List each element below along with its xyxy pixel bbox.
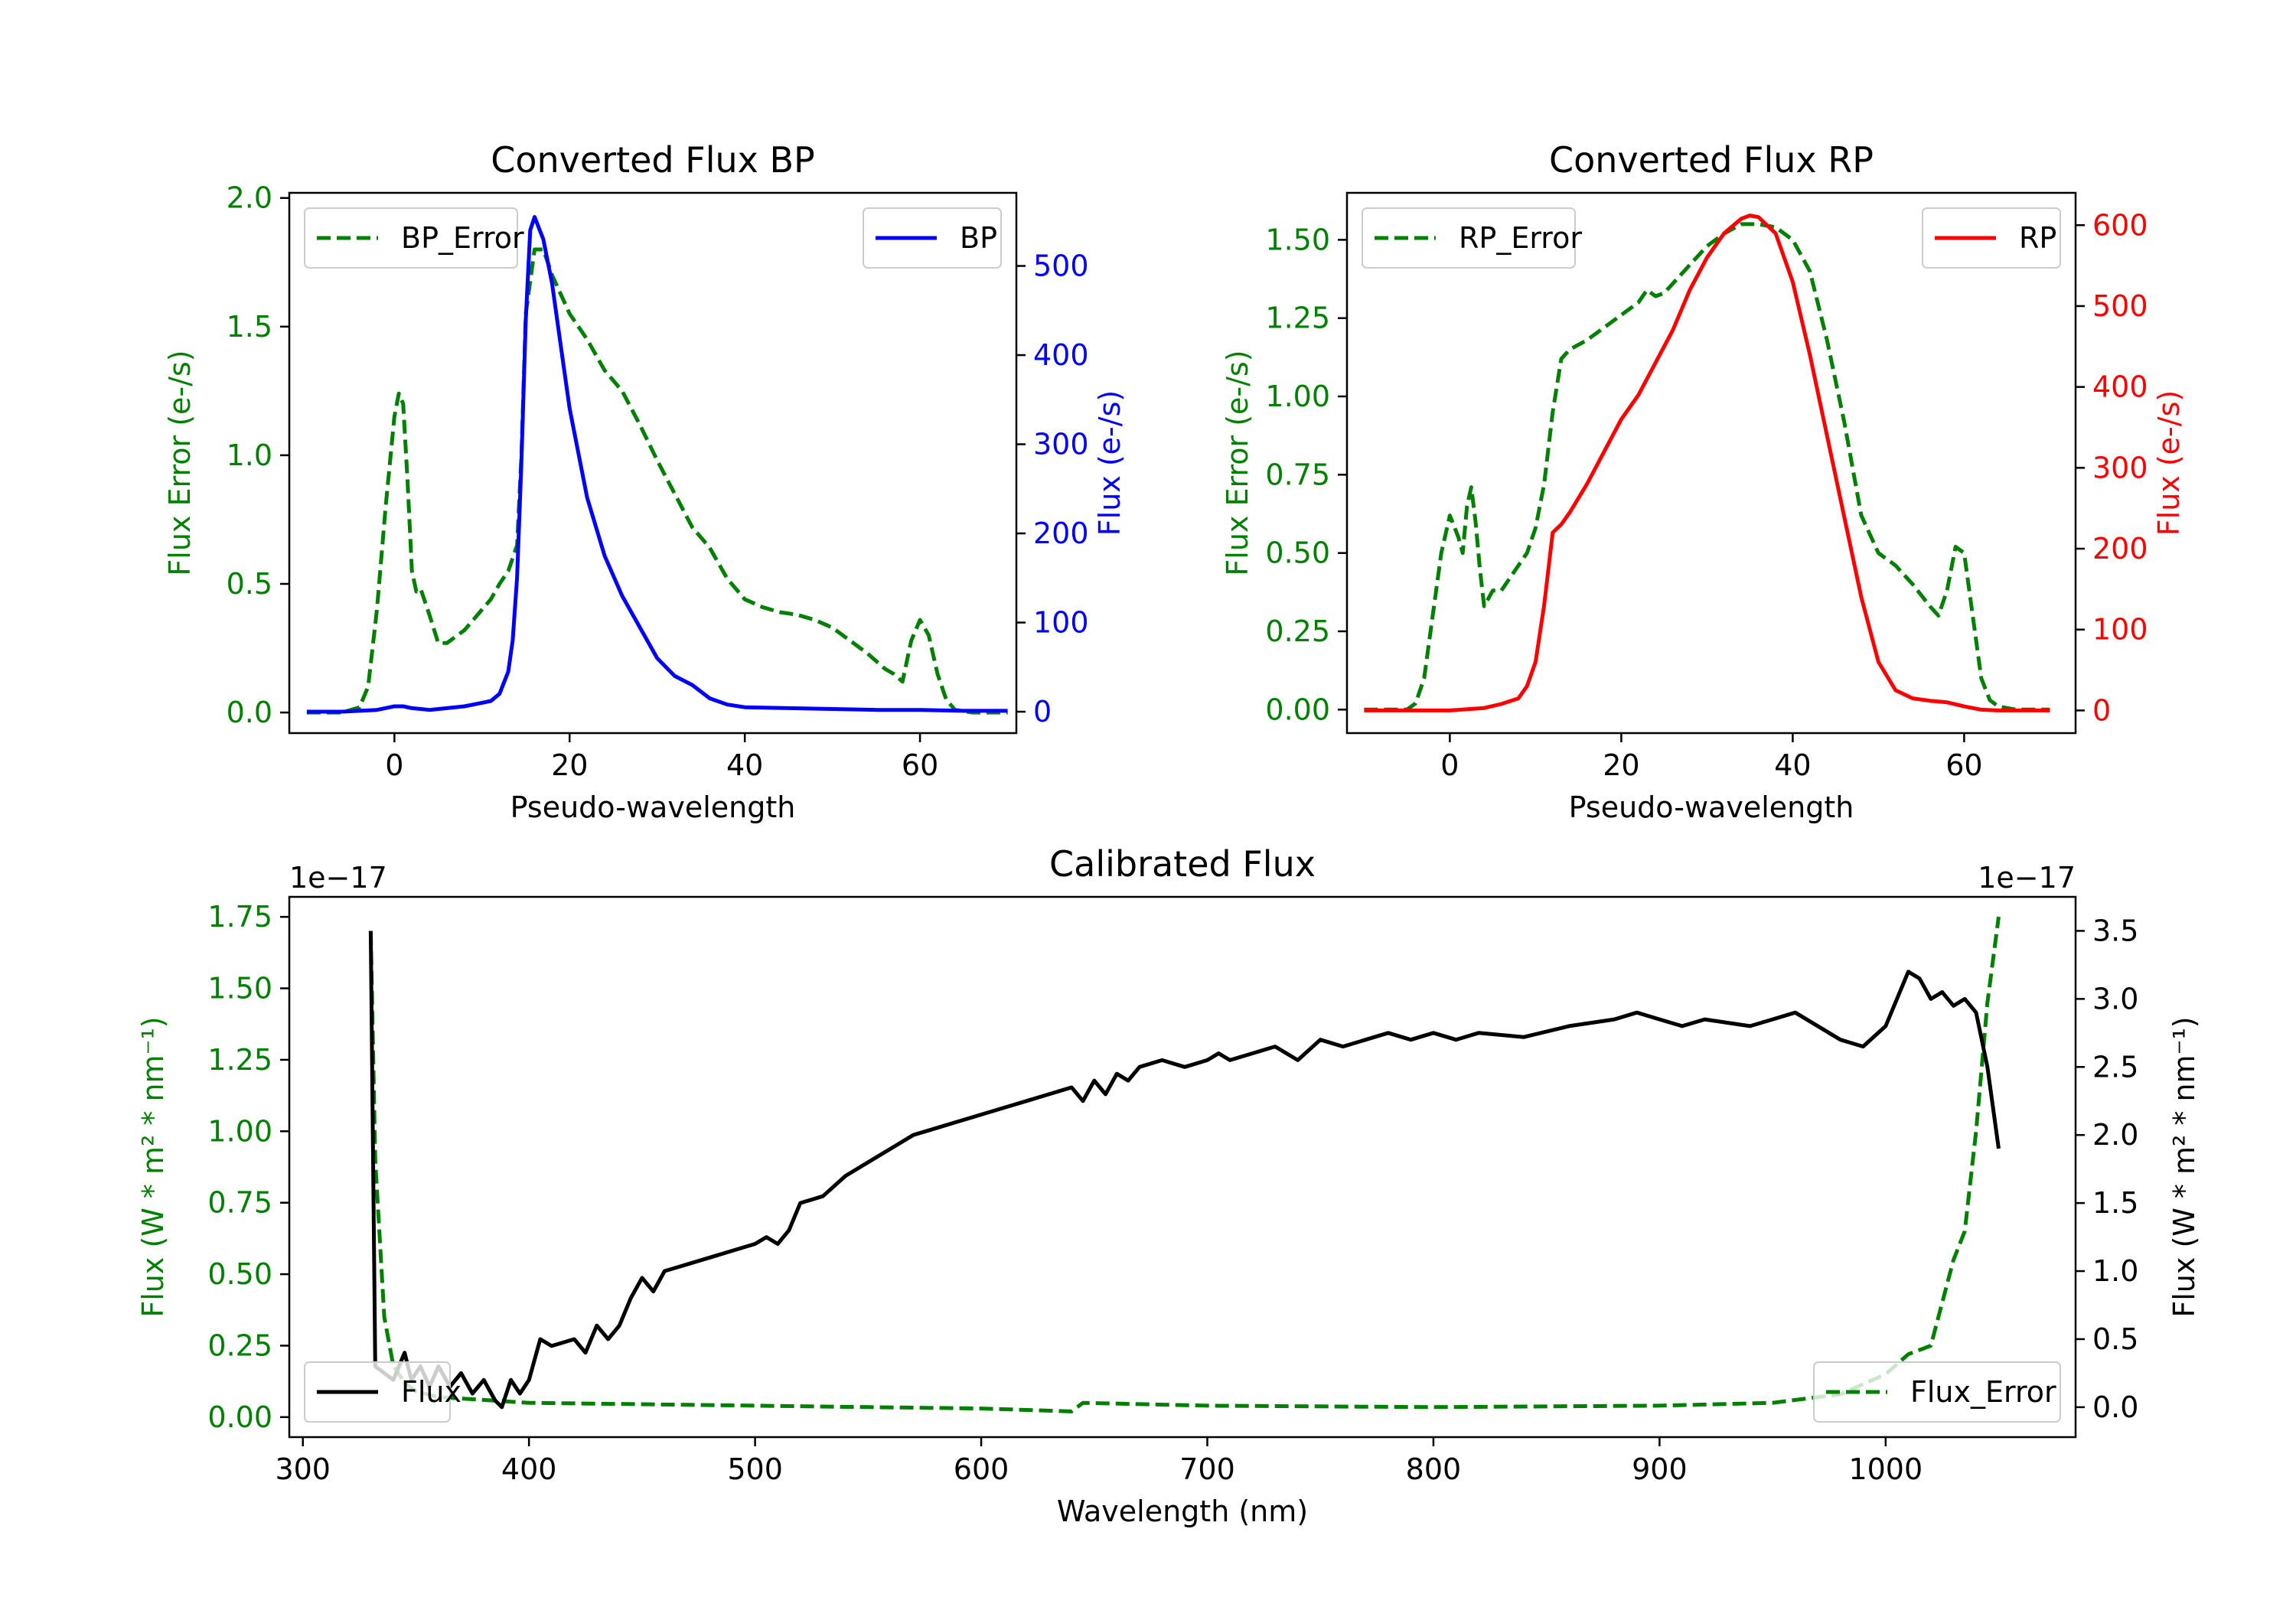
chart-bp: 0 20 40 60 0.0 0.5 1.0 1.5 2.0 0 100 200 300 400 500 Co… xyxy=(163,139,1127,824)
legend-box xyxy=(1362,207,1576,269)
right-tick-label: 400 xyxy=(2092,370,2148,404)
x-tick-label: 400 xyxy=(501,1452,557,1486)
x-tick-label: 600 xyxy=(954,1452,1009,1486)
right-tick-label: 100 xyxy=(2092,613,2148,647)
series-line-rp xyxy=(1364,214,2050,712)
x-tick-label: 40 xyxy=(726,748,763,782)
x-tick-label: 300 xyxy=(275,1452,331,1486)
right-axis-label: Flux (e-/s) xyxy=(2152,390,2186,536)
right-tick-label: 200 xyxy=(1033,517,1089,550)
left-tick-label: 0.0 xyxy=(227,696,272,729)
plot-frame xyxy=(1345,191,2077,735)
right-tick-label: 1.0 xyxy=(2092,1254,2138,1288)
series-line-flux xyxy=(368,931,2001,1410)
legend-flux-error: Flux_Error xyxy=(1813,1361,2061,1423)
series-line-bp-error xyxy=(306,247,1008,715)
right-tick-label: 3.0 xyxy=(2092,982,2138,1015)
x-tick-label: 1000 xyxy=(1848,1452,1923,1486)
left-tick-label: 0.5 xyxy=(227,567,272,601)
x-tick-label: 60 xyxy=(1945,748,1982,782)
x-tick-label: 700 xyxy=(1179,1452,1235,1486)
left-tick-label: 2.0 xyxy=(227,181,272,215)
left-tick-label: 0.25 xyxy=(207,1328,272,1362)
x-axis-label: Pseudo-wavelength xyxy=(1569,790,1854,824)
left-tick-label: 1.00 xyxy=(207,1114,272,1148)
legend-rp-error: RP_Error xyxy=(1362,207,1582,269)
right-tick-label: 300 xyxy=(1033,428,1089,461)
right-tick-label: 0.0 xyxy=(2092,1390,2138,1424)
legend-label: Flux_Error xyxy=(1910,1375,2056,1409)
right-axis-label: Flux (e-/s) xyxy=(1093,390,1127,536)
left-tick-label: 1.75 xyxy=(207,900,272,934)
legend-label: BP_Error xyxy=(401,221,524,255)
right-tick-label: 3.5 xyxy=(2092,914,2138,947)
legend-bp: BP xyxy=(863,207,1002,269)
chart-title: Converted Flux RP xyxy=(1549,139,1874,181)
left-tick-label: 1.50 xyxy=(207,972,272,1006)
series-line-bp xyxy=(306,215,1008,714)
x-tick-label: 20 xyxy=(551,748,588,782)
chart-cal: 300 400 500 600 700 800 900 1000 0.00 0.25 0.50 0.7… xyxy=(136,843,2201,1528)
right-tick-label: 2.5 xyxy=(2092,1050,2138,1084)
right-tick-label: 0 xyxy=(2092,693,2111,727)
chart-title: Converted Flux BP xyxy=(491,139,815,181)
right-tick-label: 600 xyxy=(2092,208,2148,242)
x-tick-label: 900 xyxy=(1632,1452,1688,1486)
right-tick-label: 200 xyxy=(2092,532,2148,566)
x-axis-label: Pseudo-wavelength xyxy=(510,790,796,824)
left-axis-label: Flux Error (e-/s) xyxy=(1221,350,1254,575)
legend-box xyxy=(1813,1361,2061,1423)
right-tick-label: 1.5 xyxy=(2092,1186,2138,1220)
left-axis-label: Flux (W * m² * nm⁻¹) xyxy=(136,1016,170,1317)
x-tick-label: 60 xyxy=(902,748,938,782)
left-tick-label: 1.5 xyxy=(227,310,272,344)
series-line-rp-error xyxy=(1364,222,2050,712)
right-offset-text: 1e−17 xyxy=(1978,861,2076,895)
left-offset-text: 1e−17 xyxy=(289,861,387,895)
left-tick-label: 1.00 xyxy=(1265,380,1330,413)
chart-rp: 0 20 40 60 0.00 0.25 0.50 0.75 1.00 1.25 1.50 0 100 2… xyxy=(1221,139,2186,824)
left-tick-label: 1.25 xyxy=(1265,302,1330,335)
right-axis-label: Flux (W * m² * nm⁻¹) xyxy=(2167,1016,2201,1317)
legend-flux: Flux xyxy=(304,1361,461,1423)
plot-frame xyxy=(288,191,1018,735)
right-tick-label: 100 xyxy=(1033,606,1089,640)
left-tick-label: 0.50 xyxy=(1265,536,1330,570)
left-tick-label: 0.75 xyxy=(1265,458,1330,491)
legend-label: BP xyxy=(960,221,997,255)
left-tick-label: 0.00 xyxy=(207,1400,272,1434)
x-tick-label: 40 xyxy=(1774,748,1811,782)
legend-label: RP xyxy=(2019,221,2056,255)
right-tick-label: 0.5 xyxy=(2092,1322,2138,1356)
left-tick-label: 0.50 xyxy=(207,1257,272,1291)
left-axis-label: Flux Error (e-/s) xyxy=(163,350,197,575)
legend-label: RP_Error xyxy=(1459,221,1582,255)
right-tick-label: 400 xyxy=(1033,338,1089,372)
left-tick-label: 0.75 xyxy=(207,1186,272,1220)
right-tick-label: 0 xyxy=(1033,695,1052,729)
left-tick-label: 1.50 xyxy=(1265,223,1330,256)
legend-label: Flux xyxy=(401,1375,461,1409)
x-tick-label: 0 xyxy=(1440,748,1459,782)
x-tick-label: 20 xyxy=(1603,748,1639,782)
right-tick-label: 500 xyxy=(1033,249,1089,283)
legend-box xyxy=(304,207,518,269)
chart-title: Calibrated Flux xyxy=(1049,843,1316,885)
plot-frame xyxy=(288,895,2077,1439)
legend-bp-error: BP_Error xyxy=(304,207,524,269)
x-tick-label: 500 xyxy=(727,1452,783,1486)
x-tick-label: 0 xyxy=(385,748,403,782)
left-tick-label: 0.25 xyxy=(1265,614,1330,648)
left-tick-label: 1.0 xyxy=(227,438,272,472)
x-tick-label: 800 xyxy=(1406,1452,1462,1486)
legend-rp: RP xyxy=(1922,207,2061,269)
left-tick-label: 1.25 xyxy=(207,1043,272,1077)
x-axis-label: Wavelength (nm) xyxy=(1057,1495,1308,1528)
right-tick-label: 500 xyxy=(2092,289,2148,323)
right-tick-label: 300 xyxy=(2092,451,2148,484)
right-tick-label: 2.0 xyxy=(2092,1118,2138,1152)
left-tick-label: 0.00 xyxy=(1265,693,1330,726)
